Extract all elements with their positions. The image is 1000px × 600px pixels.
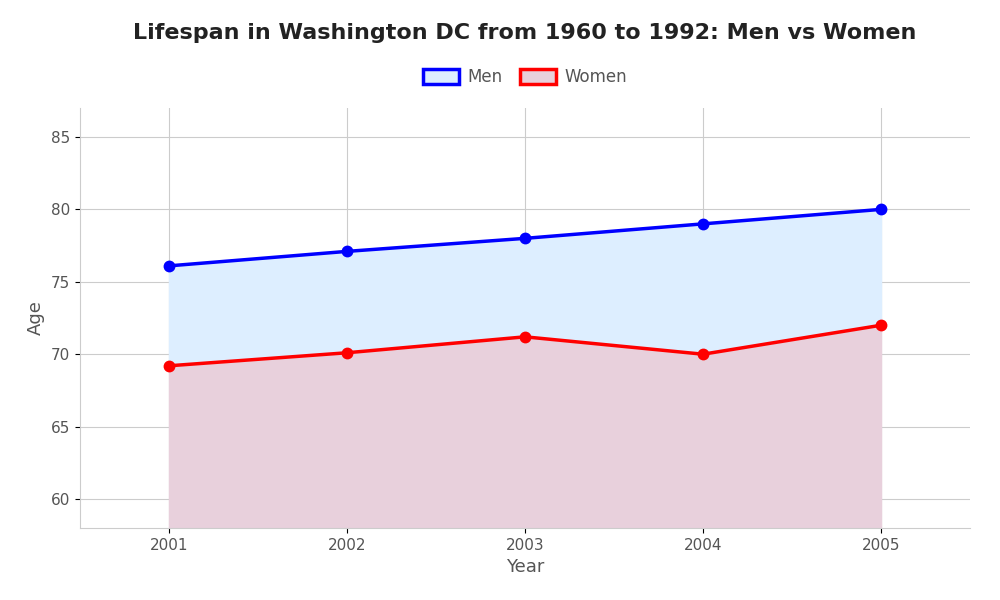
Y-axis label: Age: Age [27, 301, 45, 335]
Legend: Men, Women: Men, Women [416, 62, 634, 93]
X-axis label: Year: Year [506, 558, 544, 576]
Title: Lifespan in Washington DC from 1960 to 1992: Men vs Women: Lifespan in Washington DC from 1960 to 1… [133, 23, 917, 43]
